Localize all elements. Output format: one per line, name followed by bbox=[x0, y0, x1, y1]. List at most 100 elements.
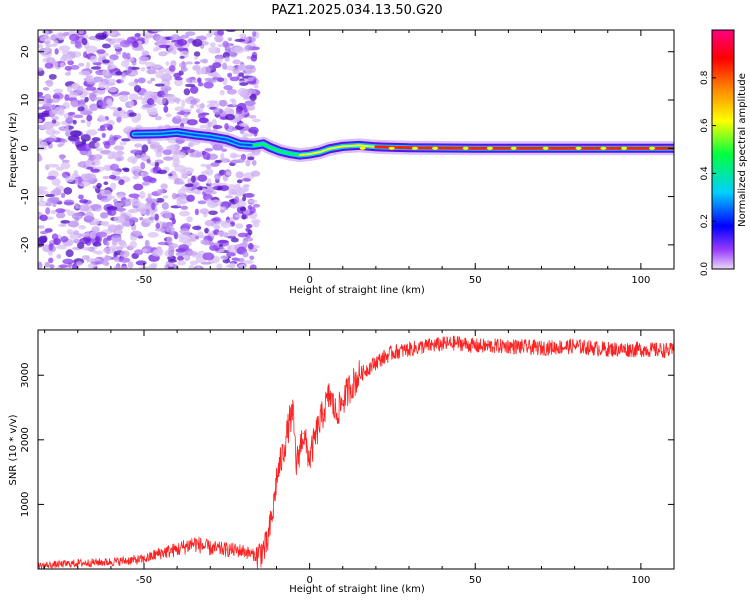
noise-blob bbox=[238, 88, 248, 96]
noise-blob bbox=[248, 127, 258, 134]
noise-blob bbox=[108, 65, 115, 70]
snr-point bbox=[243, 550, 244, 551]
noise-blob bbox=[184, 88, 191, 95]
noise-blob bbox=[158, 51, 167, 56]
noise-blob bbox=[239, 82, 248, 86]
noise-blob bbox=[109, 175, 116, 180]
noise-blob bbox=[222, 41, 229, 48]
noise-blob bbox=[46, 128, 56, 135]
noise-blob bbox=[137, 113, 141, 121]
noise-blob bbox=[46, 123, 57, 126]
noise-blob bbox=[65, 176, 74, 182]
noise-blob bbox=[115, 71, 122, 75]
noise-blob bbox=[177, 48, 188, 51]
noise-blob bbox=[64, 125, 69, 132]
noise-blob bbox=[235, 223, 243, 228]
noise-blob bbox=[166, 236, 173, 244]
noise-blob bbox=[72, 213, 83, 220]
noise-blob bbox=[210, 183, 218, 186]
noise-blob bbox=[129, 112, 137, 116]
noise-blob bbox=[69, 34, 80, 41]
noise-blob bbox=[61, 162, 71, 169]
noise-blob bbox=[90, 56, 98, 63]
noise-blob bbox=[139, 217, 143, 220]
noise-blob bbox=[184, 113, 189, 117]
noise-blob bbox=[171, 150, 180, 155]
noise-blob bbox=[104, 142, 111, 149]
noise-blob bbox=[250, 264, 257, 270]
noise-blob bbox=[79, 238, 90, 244]
noise-blob bbox=[102, 44, 111, 49]
noise-blob bbox=[238, 64, 246, 71]
snr-point bbox=[425, 346, 426, 347]
noise-blob bbox=[190, 86, 198, 94]
noise-blob bbox=[74, 170, 78, 176]
spectrogram-x-tick-label: 100 bbox=[631, 275, 650, 286]
snr-point bbox=[210, 548, 211, 549]
noise-blob bbox=[68, 112, 76, 116]
snr-point bbox=[408, 349, 409, 350]
snr-y-axis-label: SNR (10 * v/v) bbox=[8, 414, 19, 485]
noise-blob bbox=[166, 113, 172, 117]
noise-blob bbox=[236, 171, 244, 178]
noise-blob bbox=[95, 232, 107, 238]
noise-blob bbox=[100, 221, 105, 225]
noise-blob bbox=[210, 42, 216, 47]
noise-blob bbox=[181, 206, 188, 210]
noise-blob bbox=[218, 44, 223, 48]
noise-blob bbox=[90, 204, 101, 209]
noise-blob bbox=[150, 78, 155, 81]
noise-blob bbox=[245, 100, 256, 106]
noise-blob bbox=[70, 65, 79, 70]
noise-blob bbox=[102, 133, 106, 138]
noise-blob bbox=[38, 225, 45, 229]
noise-blob bbox=[142, 51, 149, 56]
snr-point bbox=[475, 346, 476, 347]
noise-blob bbox=[117, 107, 122, 111]
noise-blob bbox=[234, 196, 239, 203]
noise-blob bbox=[254, 85, 259, 89]
noise-blob bbox=[129, 93, 139, 100]
snr-y-tick-label: 2000 bbox=[20, 427, 31, 452]
noise-blob bbox=[242, 251, 248, 257]
noise-blob bbox=[205, 168, 213, 176]
noise-blob bbox=[230, 77, 240, 82]
signal-bright-spot bbox=[412, 147, 418, 150]
noise-blob bbox=[118, 216, 125, 223]
noise-blob bbox=[112, 171, 121, 175]
noise-blob bbox=[179, 56, 184, 59]
noise-blob bbox=[147, 193, 151, 201]
noise-blob bbox=[134, 85, 141, 92]
colorbar-gradient bbox=[712, 30, 734, 269]
noise-blob bbox=[46, 45, 50, 52]
noise-blob bbox=[197, 77, 201, 83]
noise-blob bbox=[148, 217, 154, 221]
noise-blob bbox=[67, 229, 74, 234]
signal-bright-spot bbox=[543, 147, 549, 150]
noise-blob bbox=[240, 206, 246, 211]
snr-point bbox=[110, 561, 111, 562]
noise-blob bbox=[116, 246, 123, 250]
noise-blob bbox=[149, 112, 158, 115]
noise-blob bbox=[86, 247, 92, 251]
noise-blob bbox=[129, 217, 139, 223]
noise-blob bbox=[185, 149, 195, 153]
signal-bright-spot bbox=[649, 147, 655, 150]
noise-blob bbox=[85, 78, 94, 82]
noise-blob bbox=[161, 97, 166, 104]
colorbar-tick-label: 0.2 bbox=[700, 214, 710, 228]
noise-blob bbox=[35, 119, 42, 123]
noise-blob bbox=[229, 230, 236, 236]
noise-blob bbox=[162, 223, 169, 228]
noise-blob bbox=[141, 67, 146, 71]
noise-blob bbox=[141, 144, 148, 152]
noise-blob bbox=[46, 202, 52, 206]
noise-blob bbox=[225, 114, 235, 120]
noise-blob bbox=[47, 176, 57, 180]
noise-blob bbox=[248, 205, 253, 210]
noise-blob bbox=[105, 38, 111, 41]
snr-point bbox=[296, 465, 297, 466]
noise-blob bbox=[176, 39, 187, 46]
signal-bright-spot bbox=[360, 147, 366, 150]
noise-blob bbox=[33, 107, 44, 110]
